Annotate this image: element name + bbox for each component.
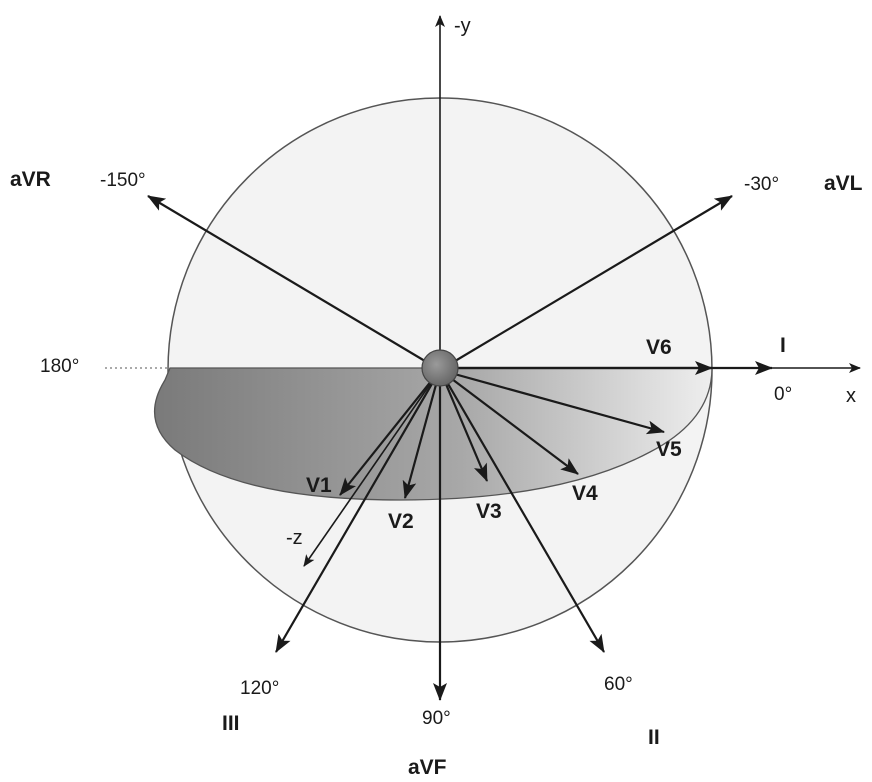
lead-V2-vector — [402, 369, 442, 499]
angle-label-0: 0° — [774, 384, 792, 405]
lead-V4-label: V4 — [572, 482, 598, 505]
lead-aVR-label: aVR — [10, 168, 51, 191]
angle-label-neg30: -30° — [744, 174, 779, 195]
lead-V1-label: V1 — [306, 474, 332, 497]
lead-III-label: III — [222, 712, 240, 735]
neg-y-axis-label: -y — [454, 15, 471, 37]
lead-V3-vector — [438, 369, 489, 482]
lead-V2-label: V2 — [388, 510, 414, 533]
angle-label-120: 120° — [240, 678, 279, 699]
lead-V3-label: V3 — [476, 500, 502, 523]
angle-label-90: 90° — [422, 708, 451, 729]
lead-V4-vector — [439, 369, 579, 475]
angle-label-180: 180° — [40, 356, 79, 377]
lead-aVL-vector — [439, 195, 733, 371]
neg-z-axis-label: -z — [286, 527, 303, 549]
lead-III-vector — [275, 369, 441, 653]
lead-V1-vector — [339, 369, 441, 496]
x-axis-label: x — [846, 385, 856, 407]
angle-label-60: 60° — [604, 674, 633, 695]
angle-label-neg150: -150° — [100, 170, 146, 191]
lead-II-vector — [439, 369, 605, 653]
heart-center — [421, 349, 459, 387]
lead-aVF-label: aVF — [408, 756, 447, 779]
lead-aVL-label: aVL — [824, 172, 863, 195]
lead-I-label: I — [780, 334, 786, 357]
lead-V5-label: V5 — [656, 438, 682, 461]
lead-aVR-vector — [147, 195, 441, 371]
lead-V6-label: V6 — [646, 336, 672, 359]
lead-II-label: II — [648, 726, 660, 749]
lead-V5-vector — [439, 368, 665, 435]
neg-z-axis — [303, 369, 441, 567]
